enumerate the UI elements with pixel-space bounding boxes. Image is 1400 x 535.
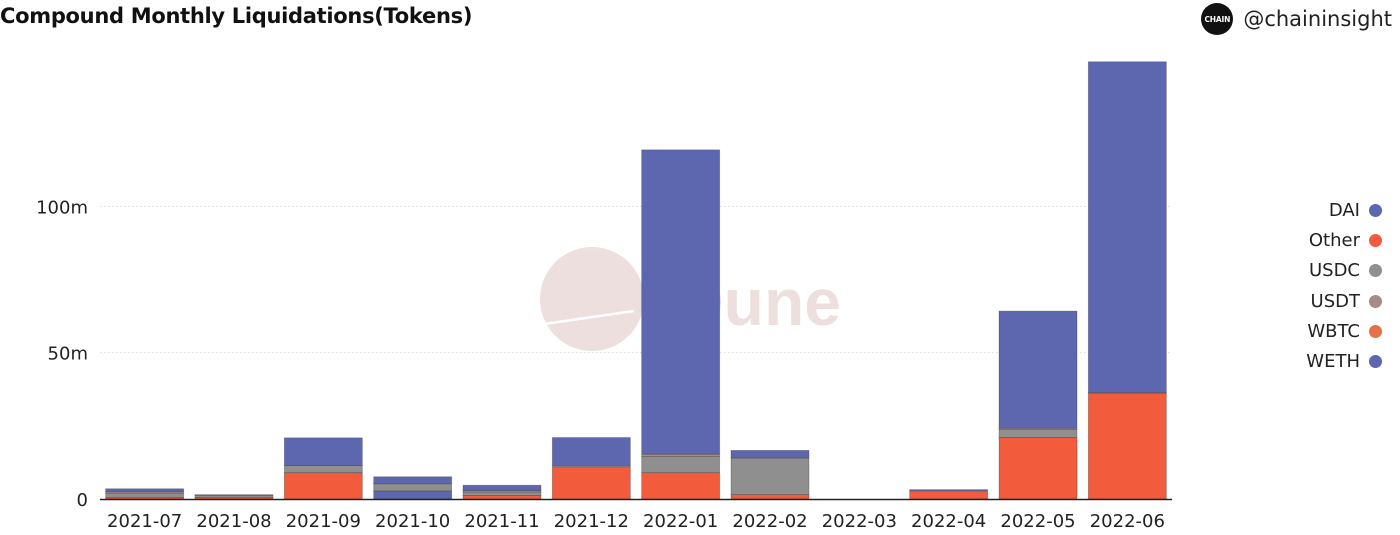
legend-dot-icon [1369, 294, 1382, 308]
legend-dot-icon [1369, 264, 1382, 278]
legend-label: USDC [1308, 260, 1360, 282]
bar-segment[interactable] [462, 484, 542, 491]
x-tick-label: 2021-08 [196, 511, 271, 532]
bar-segment[interactable] [105, 488, 185, 493]
legend-dot-icon [1369, 203, 1382, 217]
bar-segment[interactable] [373, 483, 453, 492]
brand-handle[interactable]: @chaininsight [1243, 7, 1392, 31]
legend-dot-icon [1369, 324, 1382, 338]
chart-title: Compound Monthly Liquidations(Tokens) [0, 4, 473, 28]
legend-label: WETH [1306, 351, 1360, 373]
bar-segment[interactable] [730, 494, 810, 500]
bar-segment[interactable] [1087, 393, 1167, 500]
dune-logo-stripe [543, 309, 635, 326]
bar-segment[interactable] [641, 472, 721, 500]
bar-segment[interactable] [373, 490, 453, 500]
bar-segment[interactable] [373, 476, 453, 485]
legend-item-wbtc[interactable]: WBTC [1306, 316, 1382, 346]
x-tick-label: 2021-09 [286, 511, 361, 532]
legend-dot-icon [1369, 355, 1382, 369]
bar-segment[interactable] [641, 149, 721, 455]
bar-segment[interactable] [462, 495, 542, 500]
x-axis: 2021-07 2021-08 2021-09 2021-10 2021-11 2021-… [107, 511, 1165, 532]
x-tick-label: 2022-03 [822, 511, 897, 532]
legend-item-weth[interactable]: WETH [1306, 346, 1382, 376]
x-tick-label: 2022-04 [911, 511, 986, 532]
bar-segment[interactable] [194, 495, 274, 498]
bar-segment[interactable] [283, 472, 363, 500]
y-tick-label: 100m [36, 197, 88, 218]
bar-segment[interactable] [105, 492, 185, 498]
legend-label: WBTC [1307, 320, 1360, 342]
bar-segment[interactable] [462, 491, 542, 496]
x-tick-label: 2022-02 [732, 511, 807, 532]
bar-segment[interactable] [283, 465, 363, 474]
x-tick-label: 2022-01 [643, 511, 718, 532]
legend-label: DAI [1328, 199, 1360, 221]
legend-label: Other [1308, 229, 1360, 251]
y-tick-label: 50m [48, 344, 88, 365]
y-tick-label: 0 [77, 490, 88, 511]
x-tick-label: 2021-10 [375, 511, 450, 532]
bars [105, 61, 1167, 500]
legend: DAI Other USDC USDT WBTC WETH [1306, 195, 1382, 377]
legend-item-usdt[interactable]: USDT [1306, 286, 1382, 316]
bar-segment[interactable] [730, 450, 810, 459]
dune-logo-icon [540, 247, 644, 351]
bar-segment[interactable] [551, 437, 631, 466]
bar-segment[interactable] [998, 310, 1078, 429]
bar-segment[interactable] [998, 437, 1078, 500]
bar-segment[interactable] [730, 457, 810, 496]
bar-segment[interactable] [283, 437, 363, 467]
x-tick-label: 2022-05 [1000, 511, 1075, 532]
x-tick-label: 2022-06 [1090, 511, 1165, 532]
legend-item-other[interactable]: Other [1306, 225, 1382, 255]
legend-dot-icon [1369, 233, 1382, 247]
chain-logo-icon: CHAIN [1201, 3, 1234, 35]
legend-item-usdc[interactable]: USDC [1306, 256, 1382, 286]
bar-segment[interactable] [194, 494, 274, 496]
bar-segment[interactable] [1087, 61, 1167, 393]
x-tick-label: 2021-12 [554, 511, 629, 532]
x-tick-label: 2021-11 [464, 511, 539, 532]
legend-label: USDT [1310, 290, 1360, 312]
y-axis: 0 50m 100m [36, 197, 88, 511]
x-tick-label: 2021-07 [107, 511, 182, 532]
bar-segment[interactable] [909, 490, 989, 500]
grid-lines [100, 205, 1172, 354]
legend-item-dai[interactable]: DAI [1306, 195, 1382, 225]
bar-segment[interactable] [551, 466, 631, 500]
bar-segment[interactable] [641, 456, 721, 474]
brand[interactable]: CHAIN @chaininsight [1201, 3, 1392, 35]
bar-segment[interactable] [998, 428, 1078, 438]
bar-segment[interactable] [909, 489, 989, 492]
